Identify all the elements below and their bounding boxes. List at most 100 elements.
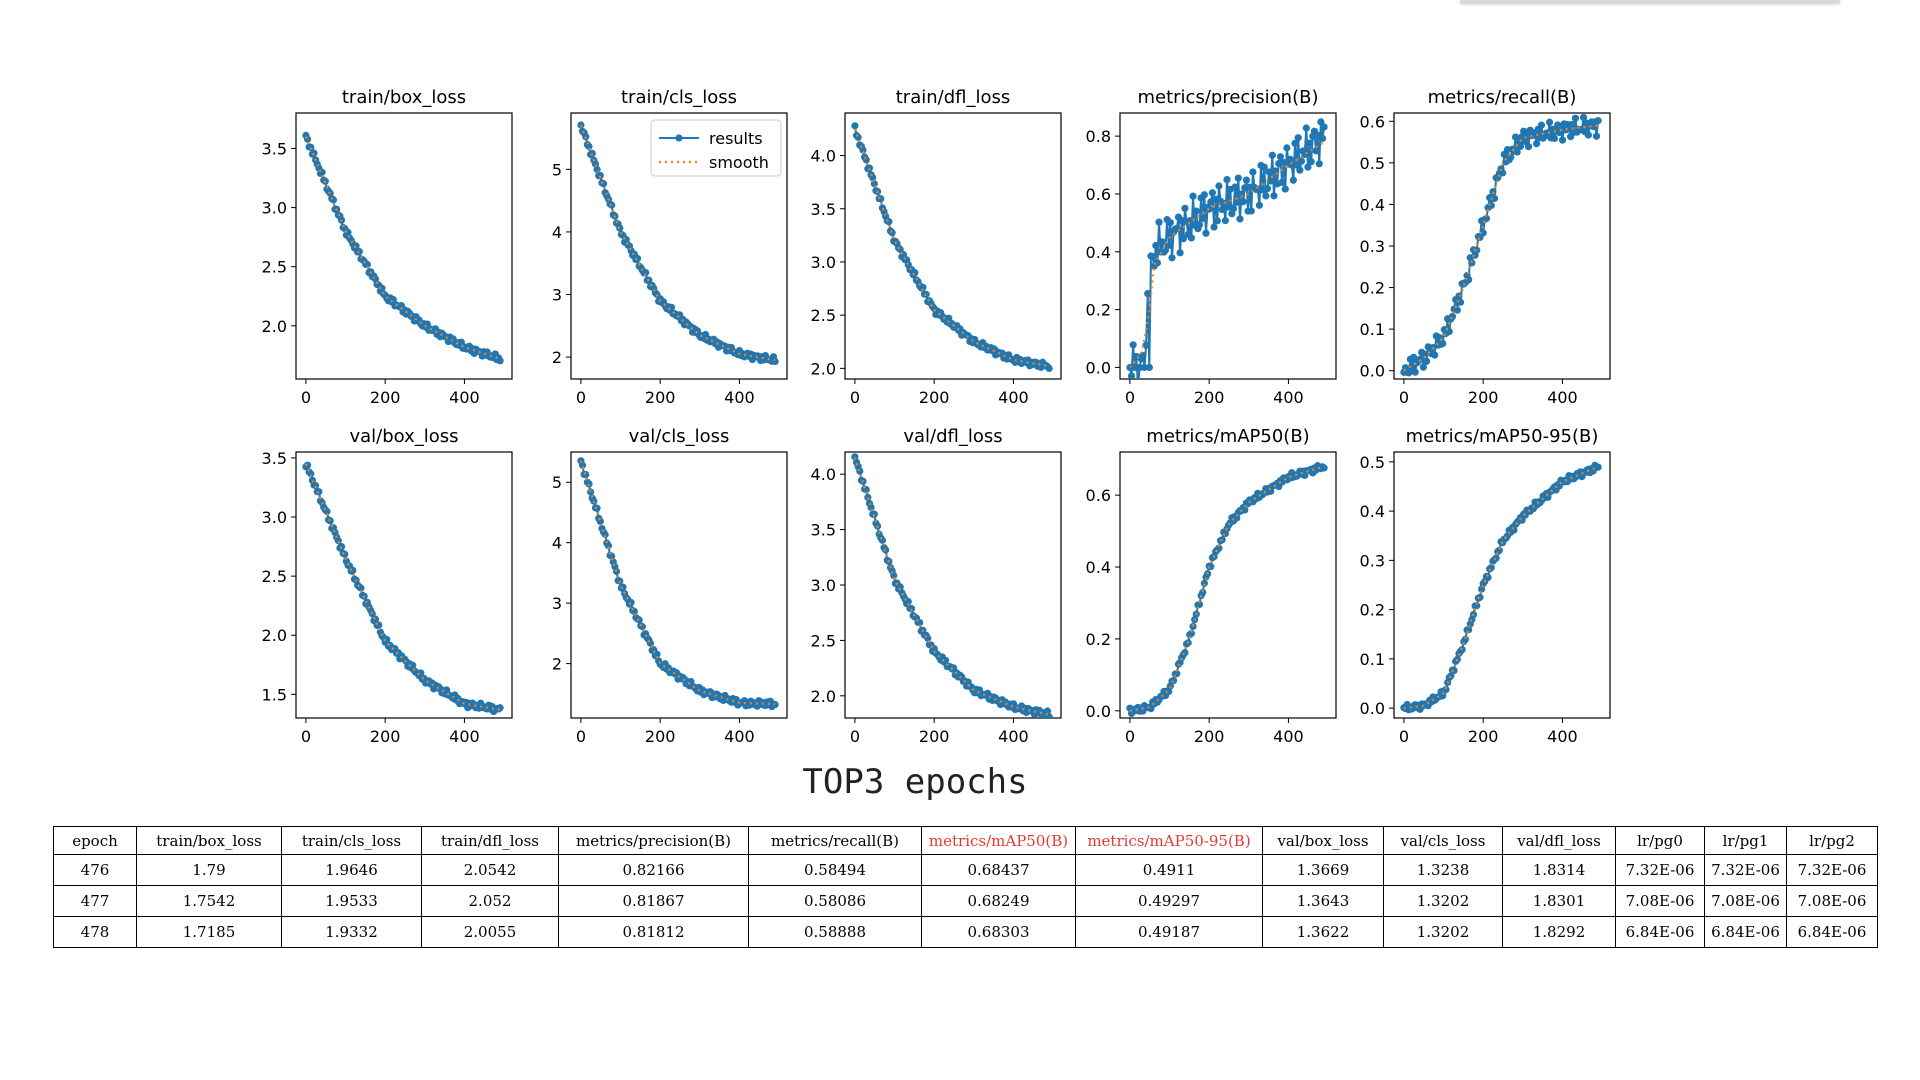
- table-cell: 1.3643: [1262, 885, 1384, 917]
- data-point: [1545, 118, 1554, 126]
- x-tick-label: 200: [645, 388, 676, 407]
- y-tick-label: 2.0: [262, 317, 287, 336]
- table-cell: 1.79: [136, 854, 282, 886]
- table-cell: 1.7542: [136, 885, 282, 917]
- series-line-smooth: [1129, 465, 1325, 712]
- data-point: [771, 357, 779, 365]
- table-header-row: epoch train/box_loss train/cls_loss trai…: [53, 826, 1878, 855]
- series-line-smooth: [579, 460, 776, 706]
- plot-frame: [295, 112, 513, 380]
- col-header: val/cls_loss: [1383, 826, 1503, 855]
- data-point: [1158, 238, 1166, 246]
- data-point: [1296, 166, 1304, 174]
- data-point: [375, 621, 383, 629]
- data-point: [1304, 163, 1312, 171]
- data-point: [1242, 176, 1251, 184]
- chart-panel: val/cls_loss 2 3 4 5 0 200 400: [552, 426, 788, 746]
- data-point: [1592, 132, 1601, 140]
- data-point: [1187, 234, 1196, 242]
- plot-frame: [1393, 451, 1611, 719]
- data-point: [1199, 214, 1207, 223]
- table-cell: 1.8314: [1502, 854, 1616, 886]
- window-edge-shadow: [1460, 0, 1840, 3]
- chart-panel: train/cls_loss 2 3 4 5 0 200 400 results smooth: [552, 87, 788, 407]
- x-tick-label: 400: [998, 388, 1029, 407]
- col-header: lr/pg1: [1704, 826, 1787, 855]
- data-point: [355, 248, 363, 256]
- plot-area: [851, 122, 1053, 373]
- top3-epochs-table: epoch train/box_loss train/cls_loss trai…: [53, 826, 1878, 948]
- data-point: [771, 700, 779, 709]
- chart-title: metrics/recall(B): [1428, 87, 1577, 108]
- data-point: [1297, 157, 1306, 165]
- data-point: [1453, 306, 1461, 314]
- data-point: [1181, 649, 1189, 657]
- data-point: [1179, 235, 1187, 243]
- data-point: [1579, 113, 1588, 122]
- data-point: [378, 284, 386, 292]
- y-tick-label: 3.5: [811, 200, 836, 219]
- data-point: [642, 268, 650, 277]
- data-point: [577, 121, 585, 129]
- data-point: [1292, 161, 1301, 169]
- y-tick-label: 0.4: [1360, 502, 1385, 521]
- x-tick-label: 0: [1125, 388, 1135, 407]
- data-point: [587, 488, 595, 496]
- y-tick-label: 4: [552, 223, 562, 242]
- y-tick-label: 4: [552, 534, 562, 553]
- data-point: [1439, 339, 1447, 348]
- x-tick-label: 400: [449, 388, 480, 407]
- table-cell: 7.32E-06: [1704, 854, 1787, 886]
- data-point: [1267, 177, 1275, 185]
- y-tick-label: 0.4: [1086, 558, 1111, 577]
- x-tick-label: 200: [919, 727, 950, 746]
- data-point: [1312, 147, 1320, 155]
- y-tick-label: 0.6: [1086, 185, 1111, 204]
- table-cell: 7.08E-06: [1786, 885, 1878, 917]
- table-cell: 0.81812: [558, 916, 749, 948]
- y-tick-label: 3: [552, 286, 562, 305]
- data-point: [341, 550, 349, 558]
- y-tick-label: 0.8: [1086, 127, 1111, 146]
- data-point: [1281, 185, 1289, 193]
- x-tick-label: 0: [301, 727, 311, 746]
- data-point: [1307, 158, 1315, 166]
- data-point: [1199, 588, 1207, 597]
- data-point: [919, 283, 927, 291]
- series-line-smooth: [304, 463, 501, 711]
- data-point: [851, 453, 859, 461]
- legend-results-label: results: [709, 129, 763, 148]
- data-point: [856, 467, 864, 475]
- data-point: [582, 470, 590, 479]
- data-point: [1571, 114, 1580, 122]
- data-point: [1202, 229, 1210, 237]
- data-point: [1142, 341, 1150, 349]
- col-header-highlighted: metrics/mAP50-95(B): [1075, 826, 1263, 855]
- y-tick-label: 0.0: [1086, 702, 1111, 721]
- table-cell: 1.3238: [1383, 854, 1503, 886]
- table-cell: 0.58888: [748, 916, 922, 948]
- data-point: [1144, 289, 1152, 298]
- plot-area: [1126, 118, 1328, 379]
- y-tick-label: 0.5: [1360, 453, 1385, 472]
- y-tick-label: 0.0: [1086, 358, 1111, 377]
- data-point: [1584, 131, 1592, 139]
- data-point: [619, 583, 627, 591]
- data-point: [1221, 217, 1229, 225]
- table-cell: 0.68437: [921, 854, 1076, 886]
- data-point: [1210, 223, 1218, 231]
- chart-panel: metrics/precision(B) 0.0 0.2 0.4 0.6 0.8 0 200 4…: [1086, 87, 1337, 407]
- chart-panel: val/box_loss 1.5 2.0 2.5 3.0 3.5 0 200 400: [262, 426, 513, 746]
- data-point: [604, 542, 613, 550]
- data-point: [1200, 579, 1208, 587]
- plot-frame: [844, 112, 1062, 380]
- col-header: val/dfl_loss: [1502, 826, 1616, 855]
- y-tick-label: 0.1: [1360, 650, 1385, 669]
- y-tick-label: 2.0: [262, 626, 287, 645]
- x-tick-label: 200: [1468, 388, 1499, 407]
- data-point: [1320, 123, 1328, 131]
- y-tick-label: 2.5: [811, 306, 836, 325]
- y-tick-label: 2: [552, 348, 562, 367]
- data-point: [310, 149, 318, 157]
- series-line-smooth: [853, 128, 1050, 368]
